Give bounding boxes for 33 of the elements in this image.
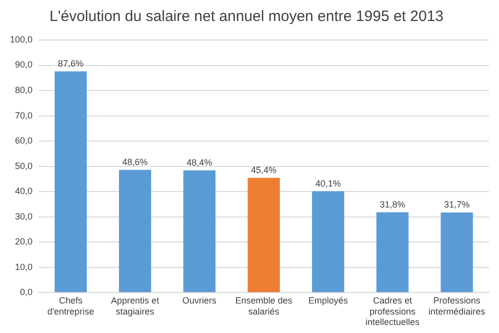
y-tick-label: 40,0 xyxy=(14,186,33,196)
y-tick-label: 60,0 xyxy=(14,136,33,146)
x-tick-label: Chefs d'entreprise xyxy=(47,295,94,316)
x-tick-label: Ouvriers xyxy=(182,295,217,306)
chart-title: L'évolution du salaire net annuel moyen entre 1995 et 2013 xyxy=(50,8,444,26)
data-label: 31,8% xyxy=(380,199,406,210)
y-tick-label: 50,0 xyxy=(14,160,33,171)
x-tick-label: Professions intermédiaires xyxy=(428,295,486,316)
y-tick-label: 80,0 xyxy=(14,85,33,96)
data-label: 48,6% xyxy=(122,156,148,167)
y-tick-label: 10,0 xyxy=(14,262,33,272)
y-tick-label: 70,0 xyxy=(14,110,33,120)
data-label: 40,1% xyxy=(315,178,341,188)
data-label: 45,4% xyxy=(250,164,277,175)
bar xyxy=(248,178,280,292)
y-tick-label: 20,0 xyxy=(14,236,33,247)
bar xyxy=(440,212,473,292)
bar xyxy=(118,170,152,292)
data-label: 31,7% xyxy=(444,200,470,210)
x-tick-label: Apprentis et stagiaires xyxy=(111,295,160,316)
bar xyxy=(312,191,344,292)
bar xyxy=(183,170,216,292)
y-tick-label: 100,0 xyxy=(10,34,33,44)
data-label: 48,4% xyxy=(186,157,212,168)
x-tick-label: Employés xyxy=(308,295,348,306)
x-tick-label: Ensemble des salariés xyxy=(235,295,293,316)
bar xyxy=(54,71,87,292)
x-tick-label: Cadres et professions intellectuelles xyxy=(365,295,420,328)
y-tick-label: 0,0 xyxy=(20,287,33,298)
y-tick-label: 30,0 xyxy=(14,211,33,222)
bar xyxy=(376,212,409,292)
y-tick-label: 90,0 xyxy=(14,60,33,70)
data-label: 87,6% xyxy=(58,58,84,68)
